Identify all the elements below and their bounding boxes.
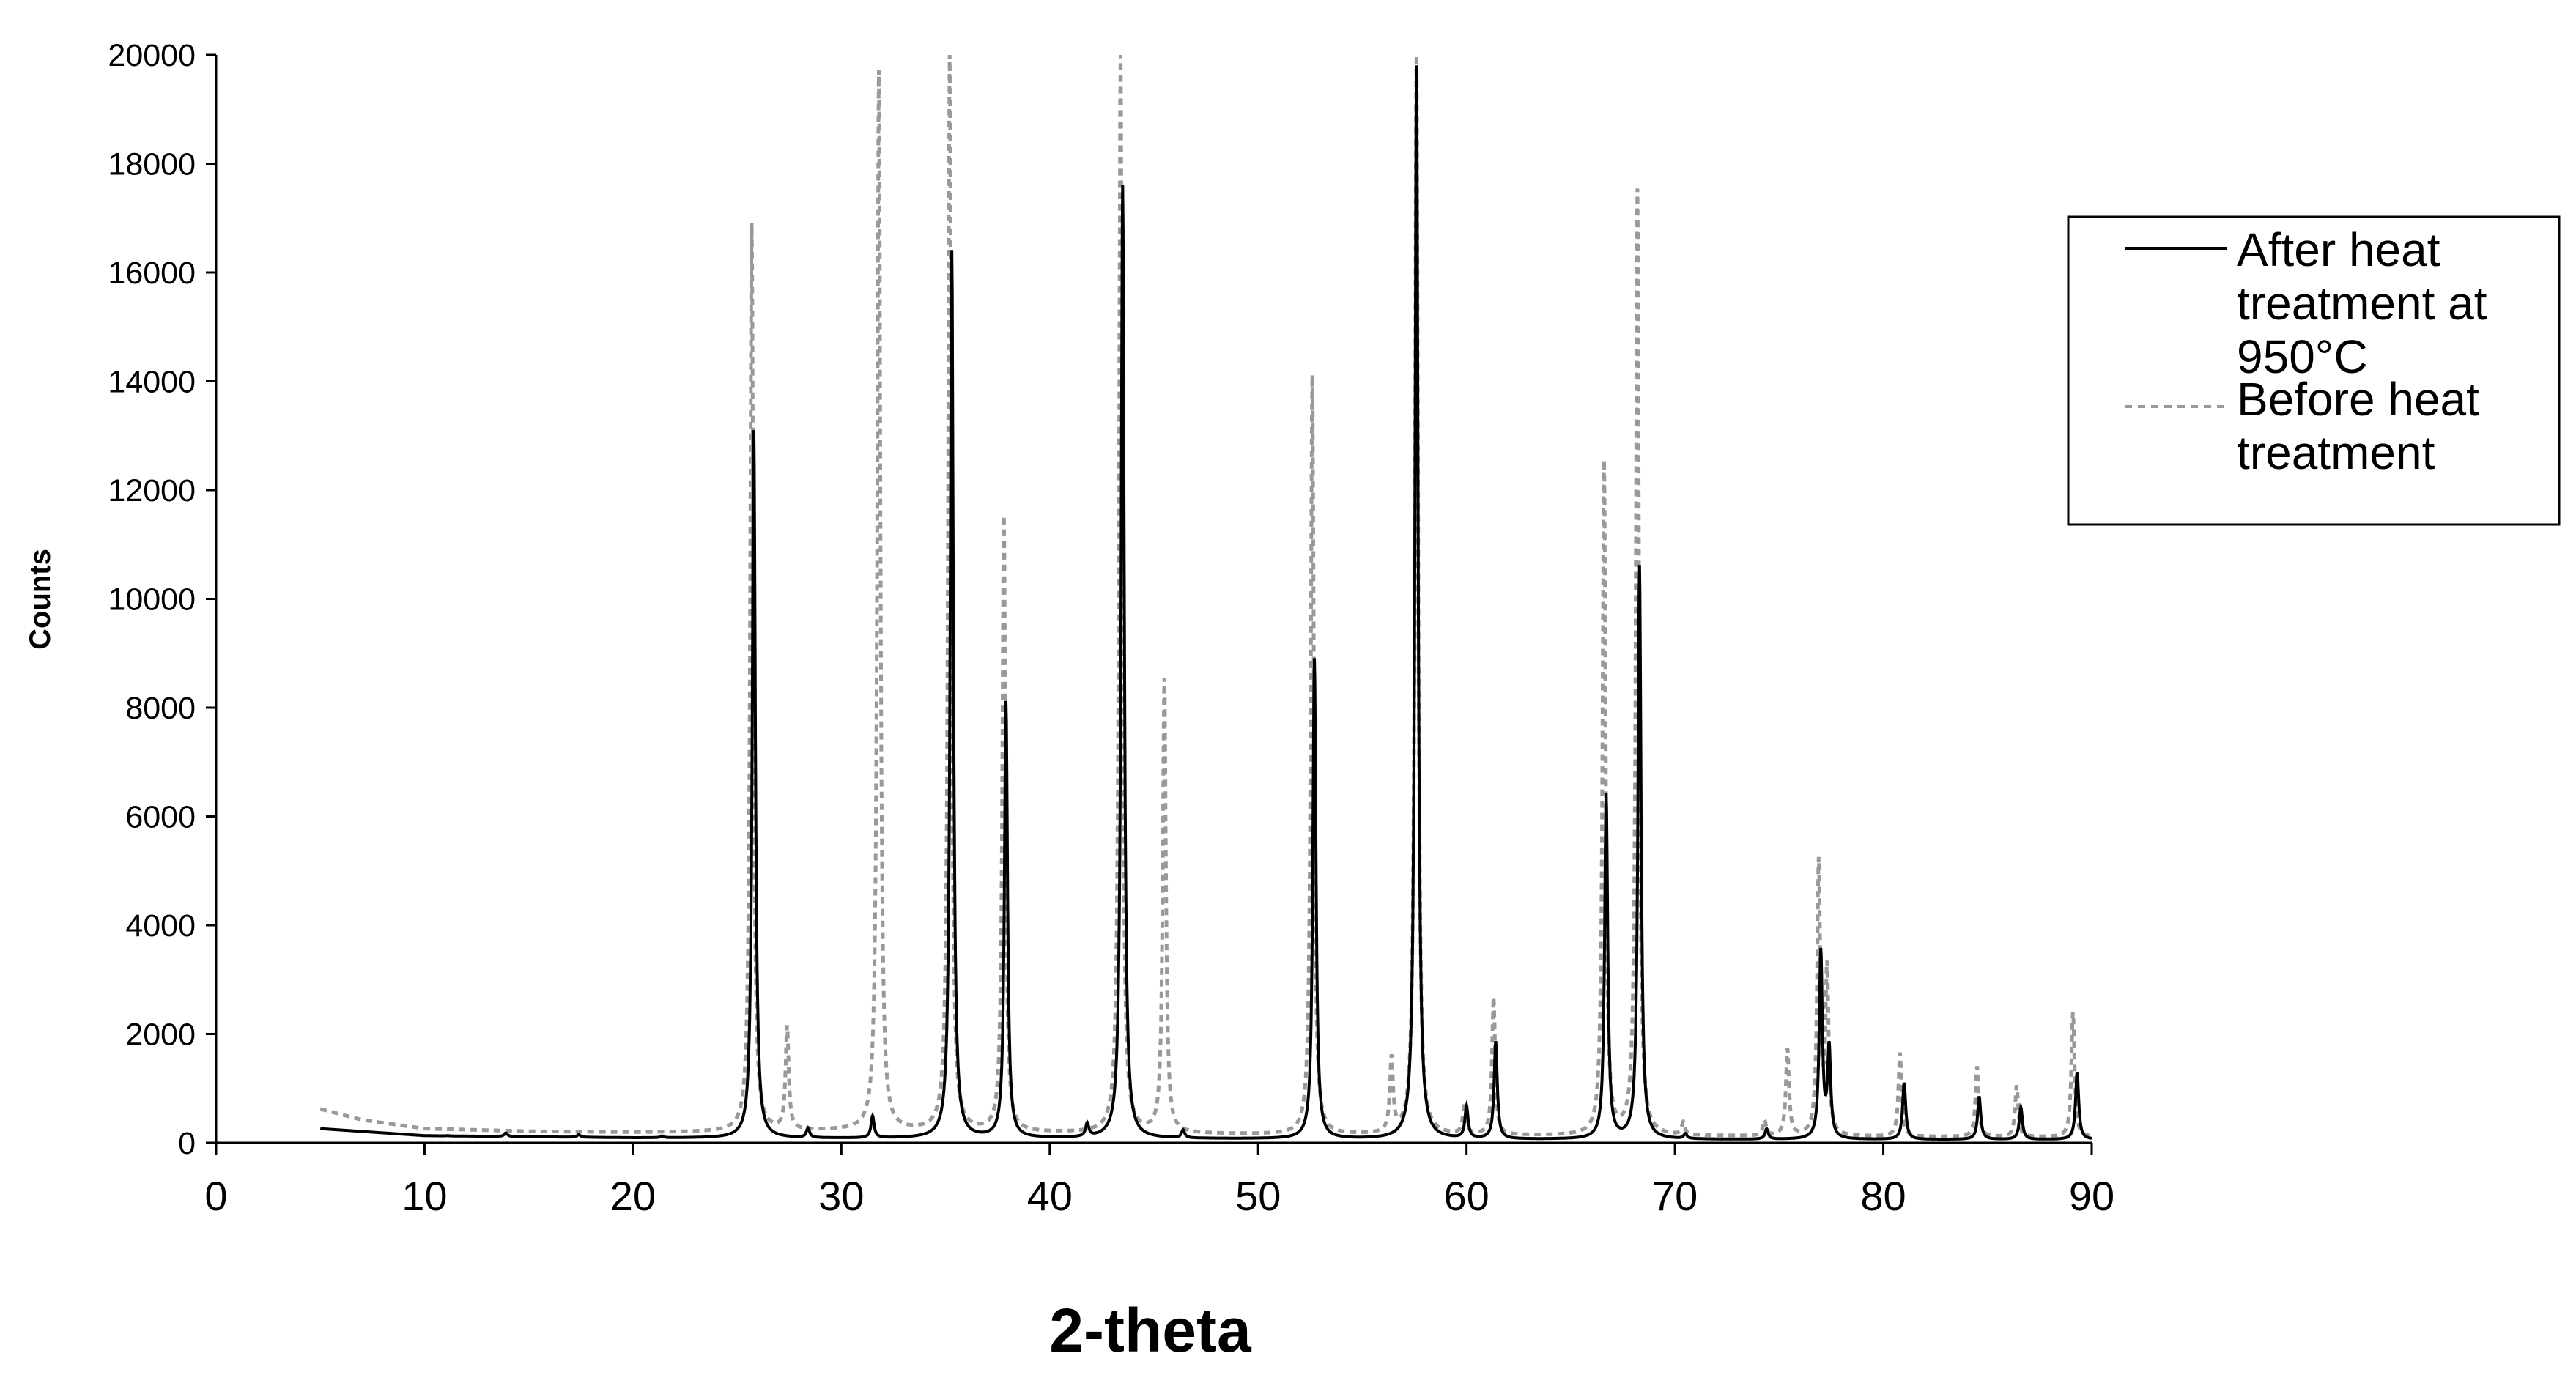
x-tick-label: 0	[204, 1173, 227, 1219]
legend: After heat treatment at 950°C Before hea…	[2067, 215, 2561, 526]
legend-label-before: Before heat treatment	[2237, 373, 2492, 479]
x-axis-label: 2-theta	[1049, 1296, 1252, 1365]
y-tick-label: 14000	[108, 365, 196, 400]
y-tick-label: 18000	[108, 147, 196, 182]
legend-label-after-line-2: treatment at	[2237, 277, 2487, 330]
x-tick-label: 50	[1235, 1173, 1281, 1219]
x-ticks: 0 10 20 30 40 50 60 70 80 90	[204, 1143, 2114, 1219]
legend-box	[2067, 215, 2561, 526]
y-tick-label: 2000	[125, 1018, 196, 1053]
y-tick-label: 6000	[125, 800, 196, 835]
y-tick-label: 16000	[108, 256, 196, 291]
legend-label-after-line-3: 950°C	[2237, 330, 2368, 383]
x-tick-label: 10	[401, 1173, 447, 1219]
x-tick-label: 30	[818, 1173, 864, 1219]
y-tick-label: 12000	[108, 473, 196, 508]
y-tick-label: 8000	[125, 691, 196, 726]
x-tick-label: 20	[610, 1173, 656, 1219]
series-layer	[319, 54, 2092, 1141]
series-before-heat-line	[319, 54, 2092, 1138]
legend-label-after: After heat treatment at 950°C	[2237, 223, 2500, 383]
x-tick-label: 90	[2069, 1173, 2114, 1219]
x-tick-label: 60	[1444, 1173, 1489, 1219]
y-axis-label: Counts	[24, 549, 56, 650]
legend-label-before-line-2: treatment	[2237, 426, 2435, 479]
x-tick-label: 40	[1027, 1173, 1073, 1219]
y-ticks: 0 2000 4000 6000 8000 10000 12000 14000 16000 180…	[108, 38, 216, 1161]
y-tick-label: 10000	[108, 582, 196, 618]
x-tick-label: 70	[1652, 1173, 1698, 1219]
series-after-heat-line	[319, 65, 2092, 1141]
legend-label-after-line-1: After heat	[2237, 223, 2440, 276]
y-tick-label: 0	[178, 1126, 196, 1161]
y-tick-label: 20000	[108, 38, 196, 73]
legend-label-before-line-1: Before heat	[2237, 373, 2479, 426]
y-tick-label: 4000	[125, 908, 196, 944]
x-tick-label: 80	[1860, 1173, 1906, 1219]
plot-area: 0 2000 4000 6000 8000 10000 12000 14000 16000 180…	[108, 38, 2114, 1219]
